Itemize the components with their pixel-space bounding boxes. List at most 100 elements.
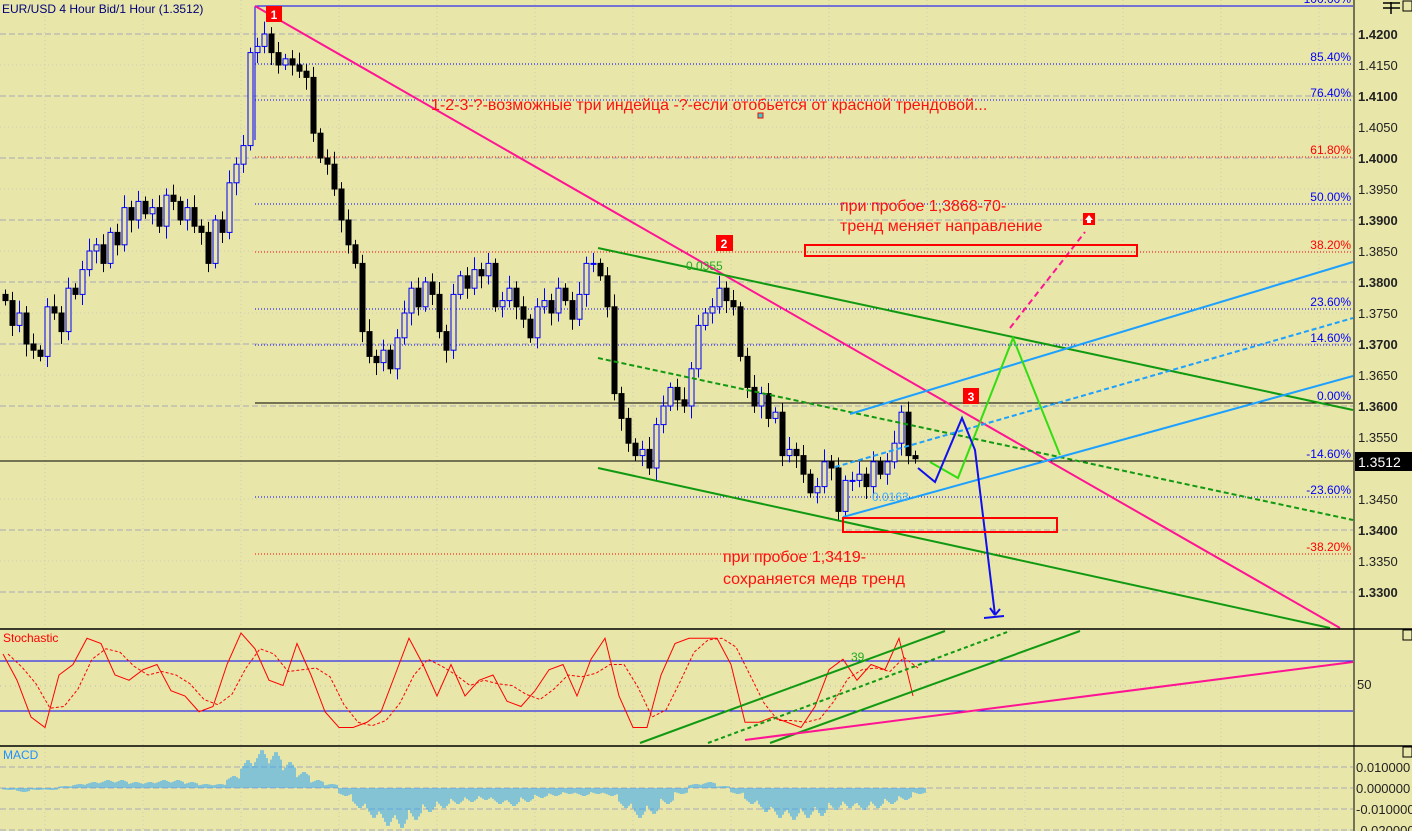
resistance-zone[interactable] [804,244,1138,257]
candle [660,395,667,434]
candle [198,219,205,245]
candle-body [695,324,702,370]
close-icon[interactable] [1402,0,1412,12]
arrow-up-icon [1083,213,1095,225]
upside-annotation-line2[interactable]: тренд меняет направление [840,218,1043,235]
candle [807,469,814,498]
stoch-trendline[interactable] [744,661,1354,741]
candle [23,306,30,357]
candle [702,308,709,331]
candle [884,453,891,485]
candle [891,430,898,469]
downside-annotation-line1[interactable]: при пробое 1,3419- [723,549,866,566]
downside-annotation-line2[interactable]: сохраняется медв тренд [723,571,906,588]
candle-body [9,300,16,326]
green-scenario-path[interactable] [929,335,1061,480]
candle [30,333,37,359]
candle [324,149,331,175]
candle [443,324,450,363]
close-stochastic-icon[interactable] [1402,629,1412,641]
candle-body [247,52,254,147]
candle [870,451,877,496]
price-axis[interactable]: 1.4200 1.4150 1.4100 1.4050 1.4000 1.3950 1.39… [1358,27,1398,600]
candle-body [688,368,695,407]
candle-body [744,355,751,388]
candle-body [702,312,709,326]
candle [177,196,184,225]
candle [527,314,534,343]
candle-body [548,300,555,314]
green-channel-lower[interactable] [597,467,1331,629]
candle-body [2,293,9,302]
candle [282,53,289,70]
candle-body [513,287,520,308]
close-macd-icon[interactable] [1402,746,1412,758]
candle [793,442,800,468]
candle-body [870,461,877,488]
candle [86,238,93,277]
candle-body [429,281,436,295]
candle [9,291,16,336]
green-channel-upper[interactable] [597,247,1354,411]
candle-body [163,194,170,227]
breakout-dashed-line[interactable] [1009,231,1086,329]
upside-annotation-line1[interactable]: при пробое 1,3868-70- [840,198,1006,215]
candle [170,184,177,211]
candle [765,383,772,428]
candle-body [856,473,863,481]
candle [296,52,303,79]
text-anchor-handle[interactable] [757,112,764,119]
candle [730,290,737,316]
candle-body [646,448,653,469]
candle [821,449,828,494]
svg-text:2: 2 [721,237,728,251]
candle-body [366,331,373,357]
candle-body [310,76,317,134]
main-annotation[interactable]: 1-2-3-?-возможные три индейца -?-если от… [431,97,987,114]
blue-channel-middle[interactable] [834,317,1354,468]
fib-level-label: 100.00% [1304,0,1352,6]
candle [58,306,65,344]
stoch-channel-upper[interactable] [639,630,946,744]
candle-body [16,312,23,326]
candle-body [905,411,912,457]
candle [828,454,835,481]
candle-body [562,287,569,302]
candle [240,135,247,173]
candle [212,215,219,269]
candle-body [324,157,331,165]
candle [394,329,401,380]
crosshair-icon[interactable] [1383,2,1400,14]
candle [163,188,170,239]
candlestick-series [2,21,919,521]
candle-body [674,386,681,401]
stoch-channel-middle[interactable] [707,630,1011,744]
candle [786,437,793,463]
candle-body [443,331,450,351]
candle [723,281,730,313]
candle [303,64,310,90]
candle [618,386,625,431]
candle-body [198,225,205,233]
candle [450,283,457,359]
blue-channel-upper[interactable] [849,261,1354,415]
svg-text:1: 1 [271,8,278,22]
candle [492,258,499,312]
green-channel-middle[interactable] [597,357,1354,521]
blue-channel-lower[interactable] [842,375,1354,518]
candle-body [373,355,380,364]
candle [555,277,562,322]
macd-title: MACD [3,748,39,762]
candle [16,300,23,333]
candle [415,277,422,316]
candle [268,27,275,65]
macd-gridlines [0,766,1353,831]
candle-body [898,411,905,444]
candle-body [156,207,163,227]
red-trendline[interactable] [254,5,1341,629]
blue-scenario-path[interactable] [917,415,996,616]
stoch-channel-lower[interactable] [769,630,1081,744]
price-tick-label: 1.3400 [1358,523,1398,538]
support-zone[interactable] [842,517,1058,533]
